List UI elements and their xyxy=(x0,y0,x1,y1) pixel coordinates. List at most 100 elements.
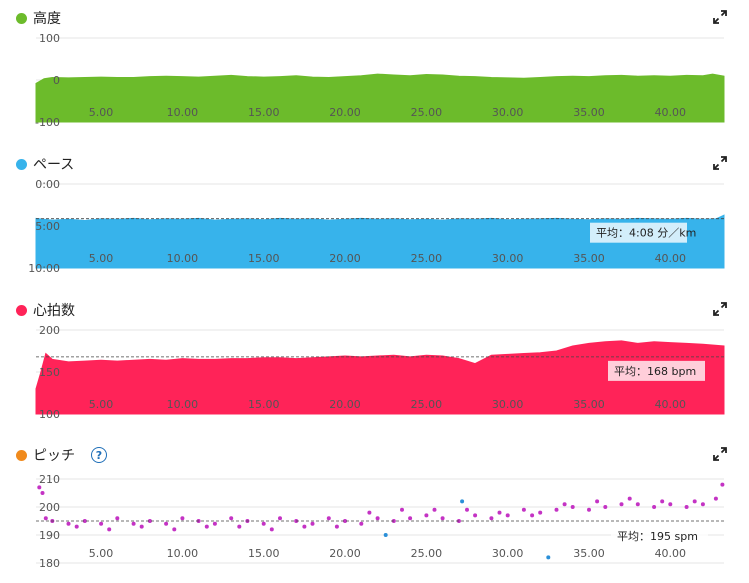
y-tick-label: 190 xyxy=(39,529,60,542)
x-tick-label: 5.00 xyxy=(89,106,114,119)
pace-title: ペース xyxy=(16,154,74,174)
data-point xyxy=(334,524,339,529)
data-point xyxy=(587,507,591,512)
x-tick-label: 15.00 xyxy=(248,547,280,560)
data-point xyxy=(619,502,624,507)
cadence-title-text: ピッチ xyxy=(33,448,75,464)
x-tick-label: 15.00 xyxy=(248,252,280,265)
x-tick-label: 30.00 xyxy=(492,398,524,411)
data-point xyxy=(99,521,104,526)
y-tick-label: 180 xyxy=(39,557,60,570)
help-circle-icon[interactable]: ? xyxy=(91,447,107,463)
x-tick-label: 30.00 xyxy=(492,252,524,265)
data-point xyxy=(37,485,42,490)
data-point xyxy=(237,524,242,529)
data-point xyxy=(408,516,413,521)
data-point xyxy=(432,507,437,512)
x-tick-label: 10.00 xyxy=(167,398,199,411)
data-point xyxy=(383,533,388,537)
data-point xyxy=(497,510,502,515)
heart-rate-title: 心拍数 xyxy=(16,300,75,320)
data-point xyxy=(668,502,673,507)
y-tick-label: 5:00 xyxy=(35,220,60,233)
pace-panel: ペース 平均：4:08 分／km 0:00 5:00 10:00 5.00 10.00 15… xyxy=(0,154,749,275)
x-tick-label: 5.00 xyxy=(89,547,114,560)
data-point xyxy=(212,521,217,526)
data-point xyxy=(554,507,559,512)
data-point xyxy=(204,524,209,529)
data-point xyxy=(229,516,234,521)
y-tick-label: 200 xyxy=(39,501,60,514)
x-tick-label: 35.00 xyxy=(573,547,605,560)
altitude-title: 高度 xyxy=(16,8,61,28)
y-tick-label: 100 xyxy=(39,408,60,421)
altitude-chart: 100 0 -100 5.00 10.00 15.00 20.00 25.00 30.00 35.… xyxy=(35,32,725,129)
data-point xyxy=(107,527,112,532)
data-point xyxy=(424,513,429,518)
data-point xyxy=(660,499,665,504)
data-point xyxy=(521,507,526,512)
x-tick-label: 10.00 xyxy=(167,106,199,119)
x-tick-label: 20.00 xyxy=(329,547,361,560)
data-point xyxy=(473,513,478,518)
data-point xyxy=(66,521,71,526)
data-point xyxy=(310,521,315,526)
average-label-box xyxy=(590,222,687,243)
y-tick-label: 0:00 xyxy=(35,178,60,191)
pace-dot xyxy=(16,158,27,170)
data-point xyxy=(400,507,404,512)
heart-rate-chart: 平均：168 bpm 200 150 100 5.00 10.00 15.00 20.00 25… xyxy=(35,324,725,421)
cadence-dot xyxy=(16,449,27,461)
expand-icon[interactable] xyxy=(713,302,727,316)
x-tick-label: 5.00 xyxy=(89,398,114,411)
data-point xyxy=(367,510,372,515)
data-point xyxy=(562,502,567,507)
data-point xyxy=(74,524,79,529)
data-point xyxy=(278,516,282,521)
x-tick-label: 25.00 xyxy=(411,547,443,560)
expand-icon[interactable] xyxy=(713,10,727,24)
data-point xyxy=(595,499,600,504)
data-point xyxy=(460,499,465,504)
y-tick-label: -100 xyxy=(35,116,60,129)
data-point xyxy=(652,505,657,509)
data-point xyxy=(720,482,725,487)
average-label: 平均：195 spm xyxy=(617,530,698,543)
data-point xyxy=(172,527,177,532)
data-point xyxy=(546,555,551,560)
data-point xyxy=(505,513,510,518)
x-tick-label: 35.00 xyxy=(573,252,605,265)
x-tick-label: 25.00 xyxy=(411,106,443,119)
data-point xyxy=(635,502,640,507)
average-label: 平均：168 bpm xyxy=(614,365,696,378)
data-point xyxy=(440,516,445,521)
data-point xyxy=(700,502,705,507)
altitude-panel: 高度 100 0 -100 5.00 10.00 15.00 20.00 25.00 30.00… xyxy=(0,8,749,129)
x-tick-label: 15.00 xyxy=(248,106,280,119)
series-area xyxy=(35,340,725,415)
data-point xyxy=(147,519,152,523)
cadence-title: ピッチ ? xyxy=(16,445,107,465)
data-point xyxy=(40,491,45,495)
series-area xyxy=(35,73,725,123)
average-label-box xyxy=(608,360,705,381)
altitude-dot xyxy=(16,12,27,24)
data-point xyxy=(684,505,689,509)
altitude-title-text: 高度 xyxy=(33,11,61,27)
data-point xyxy=(530,513,535,518)
expand-icon[interactable] xyxy=(713,156,727,170)
x-tick-label: 30.00 xyxy=(492,547,524,560)
x-tick-label: 5.00 xyxy=(89,252,114,265)
x-tick-label: 20.00 xyxy=(329,252,361,265)
x-tick-label: 35.00 xyxy=(573,398,605,411)
data-point xyxy=(269,527,274,532)
expand-icon[interactable] xyxy=(713,447,727,461)
data-point xyxy=(82,519,87,523)
y-tick-label: 200 xyxy=(39,324,60,337)
x-tick-label: 10.00 xyxy=(167,547,199,560)
data-point xyxy=(570,505,575,509)
data-point xyxy=(115,516,120,521)
heart-rate-dot xyxy=(16,304,27,316)
x-tick-label: 25.00 xyxy=(411,252,443,265)
y-tick-label: 0 xyxy=(53,74,60,87)
